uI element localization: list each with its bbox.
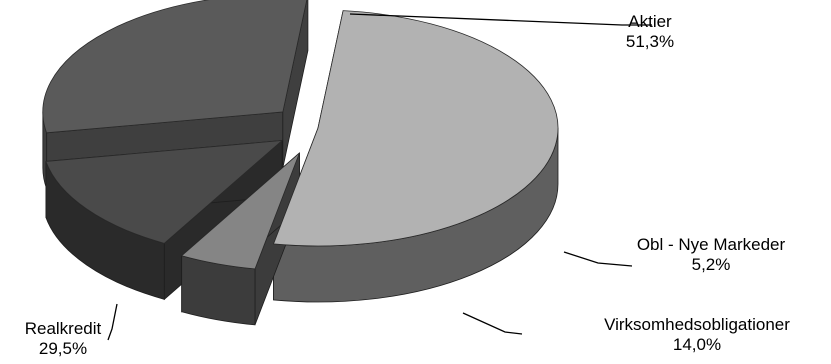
leader-line-obl-nye-markeder <box>563 251 633 267</box>
slice-virksomhedsobligationer <box>45 140 284 244</box>
leader-line-virksomhedsobligationer <box>462 312 523 335</box>
leader-line-aktier <box>349 13 652 26</box>
slice-value-realkredit: 29,5% <box>39 339 87 358</box>
slice-realkredit <box>42 0 308 134</box>
slice-value-virksomhedsobligationer: 14,0% <box>673 335 721 354</box>
leader-lines <box>107 13 652 341</box>
slice-label-realkredit: Realkredit <box>25 319 102 338</box>
leader-line-realkredit <box>107 303 118 341</box>
slice-label-virksomhedsobligationer: Virksomhedsobligationer <box>604 315 790 334</box>
slice-value-obl-nye-markeder: 5,2% <box>692 255 731 274</box>
pie-tops <box>42 0 559 270</box>
slice-value-aktier: 51,3% <box>626 32 674 51</box>
slice-obl-nye-markeder <box>180 152 300 270</box>
slice-label-obl-nye-markeder: Obl - Nye Markeder <box>637 235 786 254</box>
slice-label-aktier: Aktier <box>628 12 672 31</box>
slice-aktier <box>272 10 559 247</box>
